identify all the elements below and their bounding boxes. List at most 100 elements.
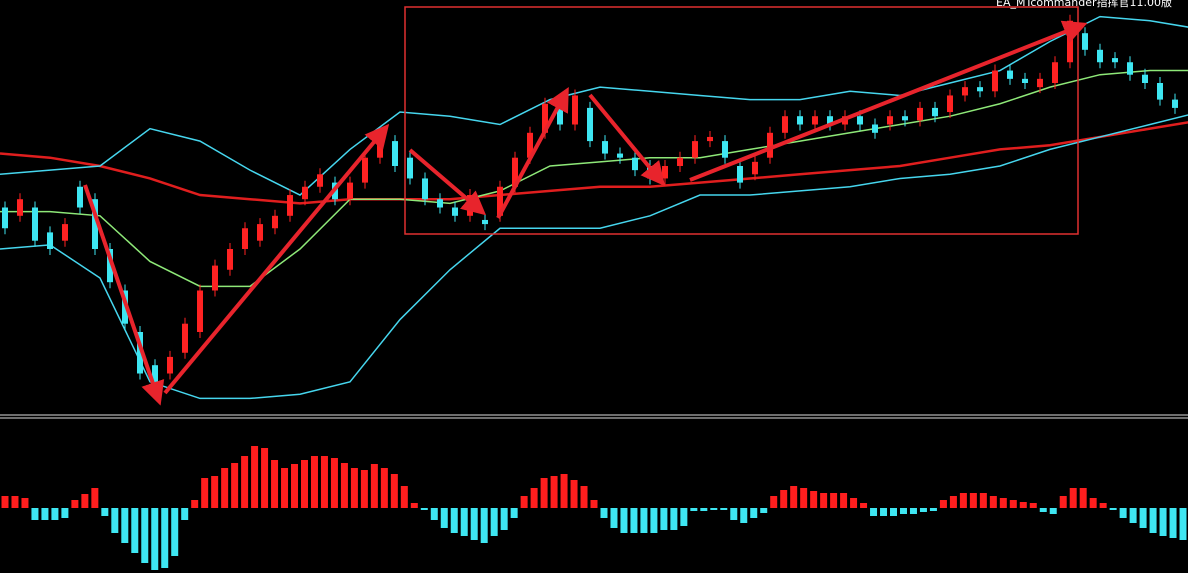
macd-bar [81,494,89,508]
candle [92,199,98,249]
macd-bar [1139,508,1147,528]
candle [242,228,248,249]
candle [752,161,758,175]
macd-bar [860,503,868,508]
candle [557,103,563,125]
macd-bar [390,474,398,508]
candle [857,116,863,125]
macd-bar [790,486,798,508]
macd-bar [830,493,838,508]
candle [767,132,773,158]
macd-bar [660,508,668,530]
macd-bar [1059,496,1067,508]
macd-bar [540,478,548,508]
macd-bar [590,500,598,508]
candle [692,141,698,158]
macd-bar [880,508,888,516]
macd-bar [500,508,508,530]
macd-bar [161,508,169,568]
macd-bar [111,508,119,533]
candle [212,265,218,291]
arrow [163,123,390,395]
macd-bar [600,508,608,518]
macd-bar [850,498,858,508]
macd-bar [241,456,249,508]
macd-bar [1039,508,1047,512]
candle [197,290,203,332]
macd-bar [1029,503,1037,508]
candle [257,224,263,241]
macd-bar [820,493,828,508]
macd-bar [11,496,19,508]
candle [182,323,188,353]
macd-bar [370,464,378,508]
candle [947,95,953,113]
candle [1157,83,1163,100]
macd-bar [520,496,528,508]
macd-bar [320,456,328,508]
candle [917,107,923,121]
macd-bar [400,486,408,508]
trend-arrows [83,20,1088,406]
candle [587,107,593,142]
candle [782,116,788,133]
macd-bar [800,488,808,508]
macd-bar [949,496,957,508]
macd-bar [1109,508,1117,510]
arrow [496,86,569,219]
macd-bar [350,468,358,508]
macd-bar [61,508,69,518]
candle [17,199,23,216]
macd-bar [430,508,438,520]
macd-bar [959,493,967,508]
highlight-box [404,6,1079,235]
candle [407,157,413,179]
macd-bar [340,463,348,508]
candle [167,356,173,374]
macd-bar [201,478,209,508]
macd-bar [1,496,9,508]
macd-bar [680,508,688,526]
macd-bar [450,508,458,533]
candle [617,153,623,158]
macd-bar [770,496,778,508]
candle [107,249,113,283]
macd-bar [21,498,29,508]
candle [287,195,293,216]
candle [272,215,278,229]
macd-bar [181,508,189,520]
macd-bar [251,446,259,508]
candle [662,166,668,179]
macd-bar [640,508,648,533]
candle [632,157,638,171]
macd-bar [151,508,159,570]
macd-bar [231,463,239,508]
candle [47,232,53,249]
macd-pane [1,446,1187,570]
macd-bar [1049,508,1057,514]
indicator-line [0,121,1188,205]
candle [497,186,503,216]
candle [362,157,368,183]
macd-bar [710,508,718,510]
candle [1127,62,1133,75]
candle [392,141,398,166]
macd-bar [91,488,99,508]
macd-bar [929,508,937,511]
candle [2,207,8,229]
macd-bar [700,508,708,511]
macd-bar [999,498,1007,508]
candle [1172,99,1178,108]
candle [977,87,983,92]
macd-bar [1159,508,1167,536]
macd-bar [271,460,279,508]
macd-bar [1019,502,1027,508]
candle [827,116,833,125]
arrow [689,20,1088,182]
macd-bar [291,464,299,508]
macd-bar [939,500,947,508]
macd-bar [261,448,269,508]
macd-bar [550,476,558,508]
candle [1052,62,1058,83]
